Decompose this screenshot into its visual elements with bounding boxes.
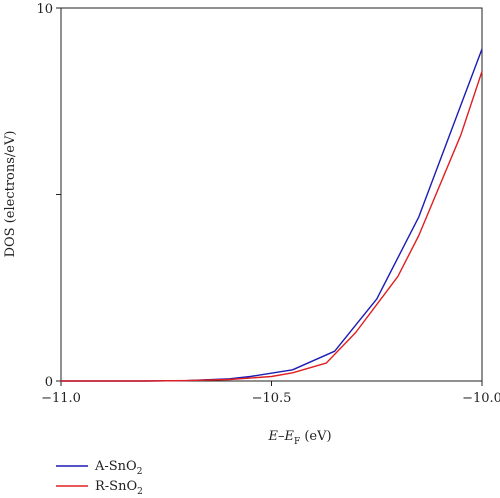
- x-tick-label: −10.5: [252, 391, 292, 406]
- plot-frame: [60, 7, 483, 382]
- series-line-r-sno2: [61, 71, 483, 382]
- plot-axes: −11.0 −10.5 −10.0 0 10: [36, 2, 500, 406]
- x-axis-title-dash: –: [278, 429, 285, 444]
- y-axis-title: DOS (electrons/eV): [3, 131, 18, 258]
- x-axis-title-e: E: [267, 429, 278, 444]
- y-tick-label: 10: [36, 2, 53, 17]
- y-tick-label: 0: [45, 375, 53, 390]
- legend-label-a-sno2: A-SnO2: [94, 459, 142, 477]
- x-tick-label: −11.0: [41, 391, 81, 406]
- legend-label-r-sno2: R-SnO2: [95, 479, 143, 497]
- x-tick-label: −10.0: [462, 391, 500, 406]
- series-layer: [61, 48, 483, 382]
- legend: A-SnO2 R-SnO2: [56, 459, 143, 497]
- x-axis-title: E–EF (eV): [267, 429, 331, 447]
- x-axis-title-ef-subscript: F: [294, 437, 300, 447]
- x-axis-title-ef: E: [283, 429, 294, 444]
- x-axis-title-unit: (eV): [300, 429, 331, 444]
- series-line-a-sno2: [61, 48, 483, 382]
